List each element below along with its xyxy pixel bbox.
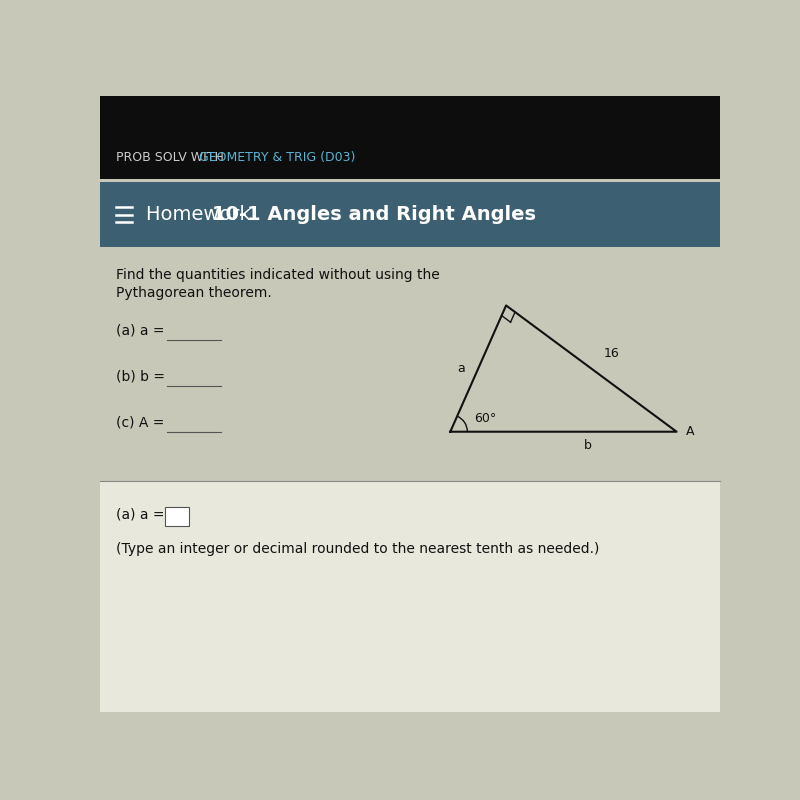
Text: 16: 16 — [604, 346, 619, 360]
Text: (a) a =: (a) a = — [115, 323, 168, 337]
Text: GEOMETRY & TRIG (D03): GEOMETRY & TRIG (D03) — [199, 151, 355, 164]
Text: a: a — [457, 362, 465, 375]
Text: Find the quantities indicated without using the: Find the quantities indicated without us… — [115, 268, 439, 282]
Text: Pythagorean theorem.: Pythagorean theorem. — [115, 286, 271, 300]
Text: A: A — [686, 426, 694, 438]
Text: PROB SOLV WITH: PROB SOLV WITH — [115, 151, 227, 164]
Bar — [100, 481, 720, 712]
Text: 10-1 Angles and Right Angles: 10-1 Angles and Right Angles — [211, 205, 536, 224]
Text: (a) a =: (a) a = — [115, 508, 168, 522]
Bar — [165, 507, 189, 526]
Bar — [100, 96, 720, 179]
Text: (b) b =: (b) b = — [115, 370, 169, 383]
Bar — [100, 247, 720, 481]
Text: b: b — [584, 438, 592, 452]
Text: Homework:: Homework: — [146, 205, 270, 224]
Text: (Type an integer or decimal rounded to the nearest tenth as needed.): (Type an integer or decimal rounded to t… — [115, 542, 599, 556]
Text: (c) A =: (c) A = — [115, 415, 168, 430]
Text: 60°: 60° — [474, 412, 496, 425]
Bar — [100, 182, 720, 247]
